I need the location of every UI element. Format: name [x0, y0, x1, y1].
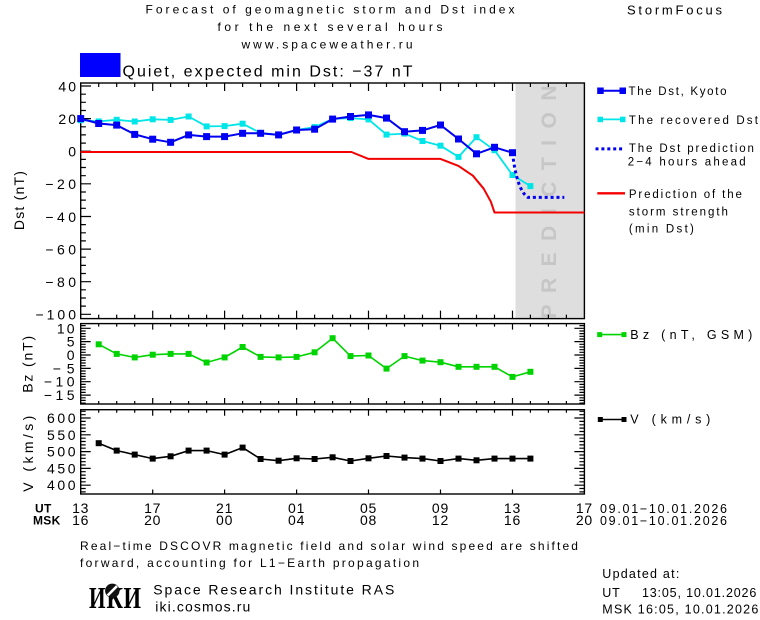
svg-text:StormFocus: StormFocus [627, 3, 723, 18]
svg-text:Quiet, expected min Dst: −37 n: Quiet, expected min Dst: −37 nT [123, 64, 413, 81]
svg-text:21: 21 [216, 500, 233, 516]
svg-text:−20: −20 [45, 176, 76, 192]
svg-text:20: 20 [576, 512, 593, 528]
svg-text:iki.cosmos.ru: iki.cosmos.ru [155, 599, 250, 615]
svg-text:20: 20 [58, 111, 76, 127]
svg-text:Bz (nT): Bz (nT) [20, 336, 36, 393]
svg-text:The Dst, Kyoto: The Dst, Kyoto [629, 86, 727, 98]
svg-text:13: 13 [72, 500, 89, 516]
svg-text:Prediction of the: Prediction of the [629, 189, 742, 201]
svg-text:09.01−10.01.2026: 09.01−10.01.2026 [600, 514, 727, 528]
svg-text:600: 600 [47, 410, 76, 426]
svg-text:500: 500 [47, 444, 76, 460]
svg-text:40: 40 [58, 78, 76, 94]
svg-text:Space Research Institute RAS: Space Research Institute RAS [153, 582, 394, 598]
svg-text:The Dst prediction: The Dst prediction [629, 143, 754, 155]
svg-text:05: 05 [360, 500, 377, 516]
svg-text:09: 09 [432, 500, 449, 516]
svg-text:5: 5 [67, 334, 75, 350]
svg-text:−40: −40 [45, 209, 76, 225]
svg-text:−10: −10 [44, 374, 75, 390]
svg-text:Dst (nT): Dst (nT) [11, 171, 27, 230]
svg-text:450: 450 [47, 460, 76, 476]
svg-text:01: 01 [288, 500, 305, 516]
svg-text:00: 00 [216, 512, 233, 528]
svg-text:17: 17 [576, 500, 593, 516]
svg-text:20: 20 [144, 512, 161, 528]
svg-text:2−4 hours ahead: 2−4 hours ahead [628, 156, 746, 168]
svg-text:MSK 16:05, 10.01.2026: MSK 16:05, 10.01.2026 [602, 603, 758, 617]
svg-text:forward, accounting for L1−Ear: forward, accounting for L1−Earth propaga… [80, 556, 419, 570]
svg-text:16: 16 [72, 512, 89, 528]
svg-text:−15: −15 [44, 387, 75, 403]
svg-text:The recovered Dst: The recovered Dst [629, 115, 759, 127]
svg-text:(min Dst): (min Dst) [629, 224, 694, 236]
svg-text:12: 12 [432, 512, 449, 528]
svg-text:И: И [124, 580, 142, 615]
svg-text:13: 13 [504, 500, 521, 516]
svg-text:04: 04 [288, 512, 305, 528]
svg-text:16: 16 [504, 512, 521, 528]
svg-text:08: 08 [360, 512, 377, 528]
svg-text:10: 10 [57, 320, 75, 336]
svg-text:UT: UT [35, 502, 52, 516]
svg-text:И: И [89, 580, 106, 615]
svg-text:MSK: MSK [33, 514, 61, 528]
svg-text:Real−time DSCOVR magnetic fiel: Real−time DSCOVR magnetic field and sola… [80, 539, 578, 553]
svg-text:0: 0 [68, 144, 76, 160]
svg-text:0: 0 [67, 347, 75, 363]
svg-text:400: 400 [47, 477, 76, 493]
svg-text:550: 550 [47, 427, 76, 443]
svg-text:−80: −80 [45, 274, 76, 290]
svg-text:09.01−10.01.2026: 09.01−10.01.2026 [600, 502, 727, 516]
svg-text:for the next several hours: for the next several hours [218, 20, 443, 34]
svg-text:17: 17 [144, 500, 161, 516]
svg-text:UT 13:05, 10.01.2026: UT 13:05, 10.01.2026 [602, 586, 756, 600]
svg-text:Bz (nT, GSM): Bz (nT, GSM) [630, 328, 752, 342]
svg-text:−60: −60 [45, 241, 76, 257]
